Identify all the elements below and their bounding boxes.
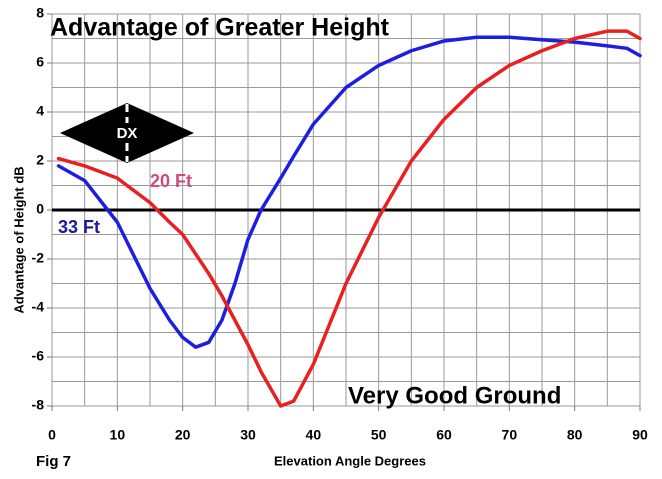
x-tick-label: 70 <box>502 427 518 443</box>
x-tick-label: 60 <box>436 427 452 443</box>
lines <box>56 29 642 408</box>
dx-label-bg <box>110 123 144 143</box>
y-tick-label: 2 <box>36 152 44 168</box>
x-tick-label: 0 <box>48 427 56 443</box>
y-tick-label: 4 <box>36 103 44 119</box>
dx-marker: DX <box>60 103 194 163</box>
grid: 0 10 20 30 40 50 60 70 80 90 -8 -6 -4 -2 0 2 4 6 8 <box>32 5 648 443</box>
x-tick-label: 50 <box>371 427 387 443</box>
chart-title: Advantage of Greater Height <box>50 14 390 42</box>
y-tick-label: 0 <box>36 201 44 217</box>
annotation: Very Good Ground <box>348 382 561 409</box>
x-axis-label: Elevation Angle Degrees <box>274 453 426 468</box>
y-tick-label: -6 <box>32 348 45 364</box>
x-tick-label: 20 <box>175 427 191 443</box>
series-label: 33 Ft <box>58 217 100 237</box>
series-line <box>56 29 642 408</box>
y-axis-label: Advantage of Height dB <box>11 166 26 313</box>
series-line <box>56 35 642 349</box>
y-tick-label: -2 <box>32 250 45 266</box>
y-tick-label: -4 <box>32 299 45 315</box>
x-tick-label: 80 <box>567 427 583 443</box>
y-tick-label: 6 <box>36 54 44 70</box>
x-tick-label: 10 <box>110 427 126 443</box>
y-tick-label: -8 <box>32 397 45 413</box>
dx-label: DX <box>117 125 138 142</box>
figure-label: Fig 7 <box>36 453 71 470</box>
x-tick-label: 30 <box>240 427 256 443</box>
x-tick-label: 40 <box>306 427 322 443</box>
y-tick-label: 8 <box>36 5 44 21</box>
x-tick-label: 90 <box>632 427 648 443</box>
series-label: 20 Ft <box>150 171 192 191</box>
